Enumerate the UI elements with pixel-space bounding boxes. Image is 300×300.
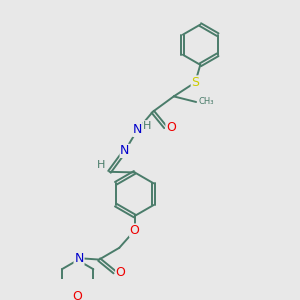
Text: O: O	[116, 266, 126, 279]
Text: N: N	[120, 144, 130, 158]
Text: N: N	[133, 123, 142, 136]
Text: O: O	[73, 290, 82, 300]
Text: N: N	[74, 252, 84, 265]
Text: O: O	[130, 224, 140, 237]
Text: H: H	[97, 160, 105, 170]
Text: H: H	[143, 121, 152, 131]
Text: O: O	[166, 121, 176, 134]
Text: CH₃: CH₃	[198, 98, 214, 106]
Text: N: N	[74, 252, 84, 265]
Text: S: S	[191, 76, 199, 89]
